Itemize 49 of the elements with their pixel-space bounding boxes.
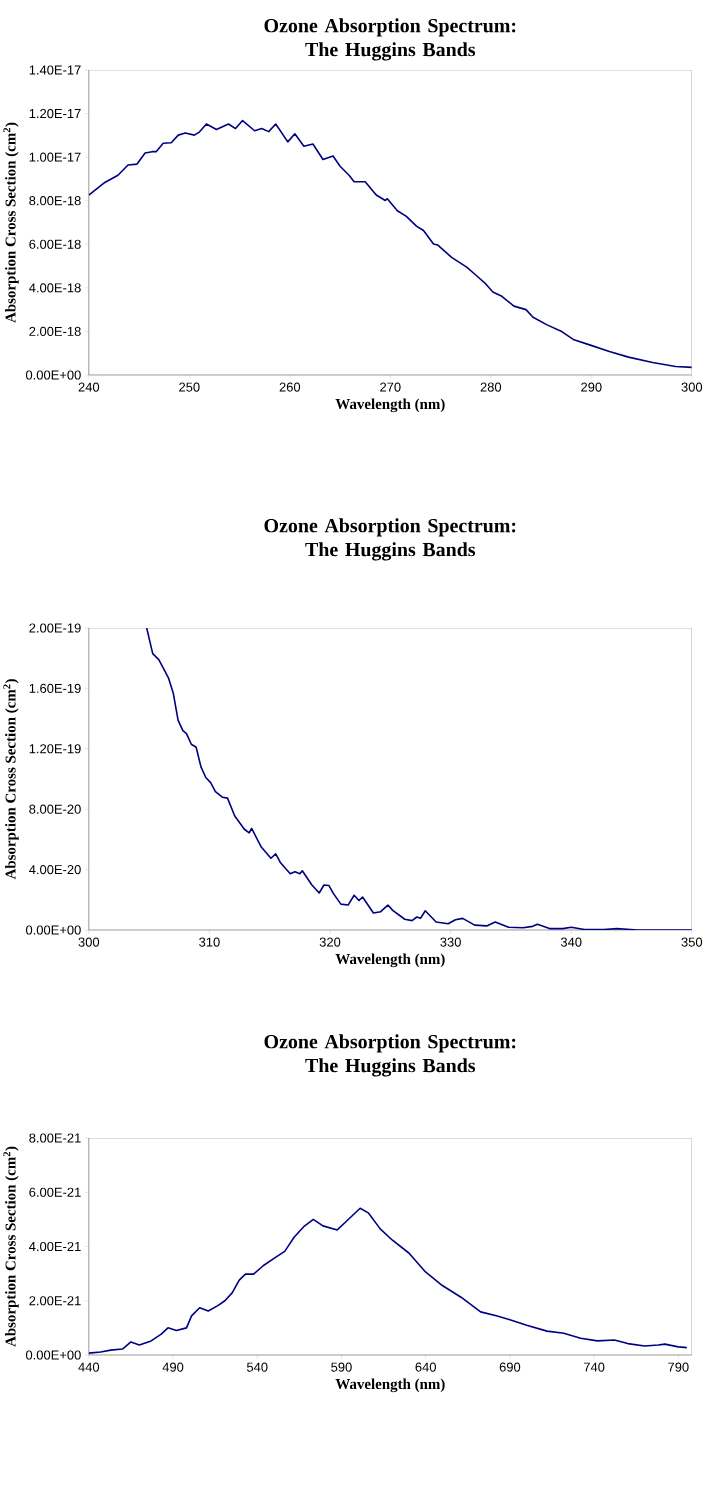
y-axis-title: Absorption Cross Section (cm$^{2}$) — [3, 122, 19, 323]
y-tick-label: 4.00E-20 — [29, 864, 81, 875]
chart-title: Ozone Absorption Spectrum: The Huggins Bands — [264, 18, 516, 61]
y-tick-label: 1.20E-17 — [29, 108, 81, 119]
y-tick-label: 4.00E-21 — [29, 1241, 81, 1252]
x-tick-label: 340 — [561, 937, 582, 947]
y-tick-label: 6.00E-18 — [29, 239, 81, 249]
y-tick-label: 1.60E-19 — [29, 683, 81, 693]
y-tick-label: 2.00E-19 — [29, 623, 81, 633]
y-axis-title: Absorption Cross Section (cm$^{2}$) — [3, 1146, 19, 1347]
x-tick-label: 490 — [162, 1362, 184, 1372]
x-tick-label: 740 — [584, 1362, 605, 1372]
x-tick-label: 260 — [279, 382, 301, 392]
x-tick-label: 240 — [78, 382, 100, 392]
x-tick-label: 540 — [247, 1362, 268, 1372]
y-tick-label: 1.20E-19 — [29, 744, 81, 754]
y-tick-label: 1.00E-17 — [29, 152, 81, 162]
y-tick-label: 0.00E+00 — [26, 1350, 81, 1360]
y-tick-label: 6.00E-21 — [29, 1187, 81, 1197]
x-tick-label: 640 — [415, 1362, 437, 1372]
x-tick-label: 690 — [499, 1362, 521, 1372]
x-tick-label: 250 — [179, 382, 200, 392]
x-axis-title: Wavelength (nm) — [335, 953, 445, 968]
x-tick-label: 300 — [78, 937, 100, 947]
chart-title: Ozone Absorption Spectrum: The Huggins Bands — [264, 518, 516, 561]
y-tick-label: 8.00E-20 — [29, 804, 81, 814]
x-tick-label: 300 — [681, 382, 703, 392]
y-tick-label: 2.00E-18 — [29, 326, 81, 336]
y-tick-label: 0.00E+00 — [26, 925, 81, 935]
y-tick-label: 0.00E+00 — [26, 370, 81, 380]
y-axis-title: Absorption Cross Section (cm$^{2}$) — [3, 679, 19, 880]
chart-title: Ozone Absorption Spectrum: The Huggins Bands — [264, 1034, 516, 1077]
x-tick-label: 440 — [78, 1362, 100, 1372]
y-tick-label: 8.00E-18 — [29, 196, 81, 206]
x-tick-label: 590 — [331, 1362, 352, 1372]
y-tick-label: 8.00E-21 — [29, 1133, 81, 1143]
y-tick-label: 4.00E-18 — [29, 283, 81, 293]
x-tick-label: 350 — [681, 937, 703, 947]
x-axis-title: Wavelength (nm) — [335, 398, 445, 413]
x-tick-label: 330 — [440, 937, 461, 947]
x-tick-label: 320 — [319, 937, 341, 947]
x-tick-label: 270 — [380, 382, 401, 392]
y-tick-label: 2.00E-21 — [29, 1296, 81, 1306]
x-tick-label: 790 — [668, 1362, 689, 1372]
x-axis-title: Wavelength (nm) — [335, 1378, 445, 1393]
x-tick-label: 310 — [199, 937, 220, 947]
x-tick-label: 280 — [480, 382, 502, 392]
x-tick-label: 290 — [581, 382, 602, 392]
y-tick-label: 1.40E-17 — [29, 65, 81, 75]
